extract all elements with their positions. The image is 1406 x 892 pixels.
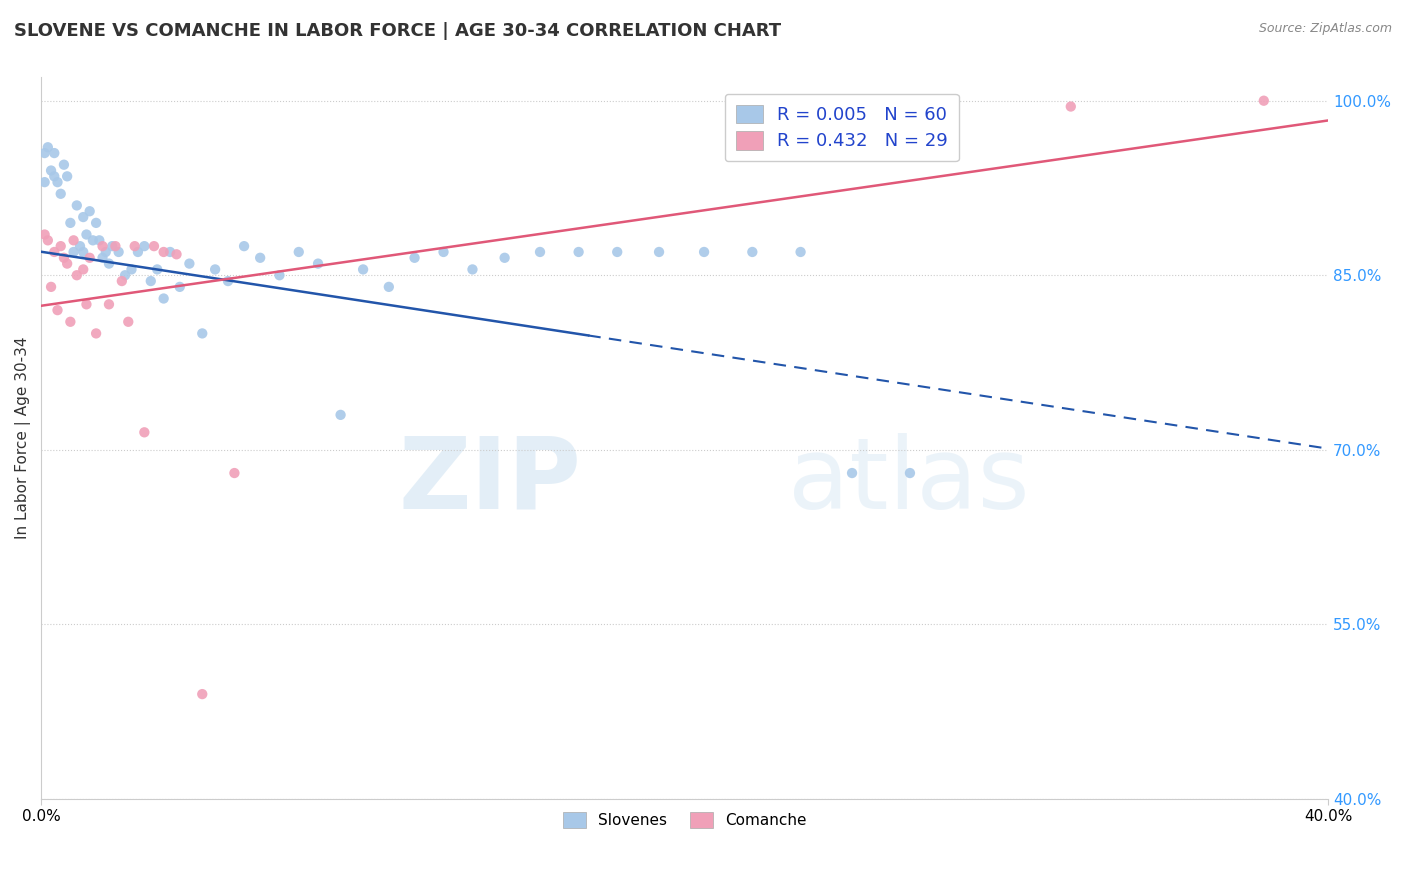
Point bbox=[117, 315, 139, 329]
Point bbox=[217, 274, 239, 288]
Point bbox=[44, 244, 66, 259]
Point bbox=[166, 247, 188, 261]
Point bbox=[693, 244, 716, 259]
Point bbox=[224, 466, 246, 480]
Point bbox=[34, 146, 56, 161]
Point bbox=[139, 274, 162, 288]
Point bbox=[75, 297, 97, 311]
Point bbox=[84, 326, 107, 341]
Point bbox=[127, 244, 149, 259]
Point bbox=[91, 251, 114, 265]
Point bbox=[841, 466, 863, 480]
Legend: Slovenes, Comanche: Slovenes, Comanche bbox=[557, 806, 813, 835]
Point bbox=[75, 227, 97, 242]
Point bbox=[44, 169, 66, 184]
Point bbox=[79, 204, 101, 219]
Point bbox=[146, 262, 169, 277]
Point bbox=[249, 251, 271, 265]
Point bbox=[62, 233, 84, 247]
Y-axis label: In Labor Force | Age 30-34: In Labor Force | Age 30-34 bbox=[15, 337, 31, 540]
Point bbox=[191, 687, 214, 701]
Point bbox=[329, 408, 352, 422]
Point bbox=[59, 216, 82, 230]
Point bbox=[34, 227, 56, 242]
Point bbox=[1253, 94, 1275, 108]
Point bbox=[72, 244, 94, 259]
Point bbox=[46, 303, 69, 318]
Point bbox=[49, 186, 72, 201]
Point bbox=[898, 466, 921, 480]
Point bbox=[98, 297, 121, 311]
Point bbox=[191, 326, 214, 341]
Point bbox=[66, 268, 89, 283]
Point bbox=[46, 175, 69, 189]
Point bbox=[606, 244, 628, 259]
Point bbox=[494, 251, 516, 265]
Point bbox=[56, 257, 79, 271]
Point bbox=[37, 233, 59, 247]
Point bbox=[378, 280, 401, 294]
Point bbox=[134, 425, 156, 440]
Point bbox=[432, 244, 454, 259]
Point bbox=[152, 244, 174, 259]
Point bbox=[101, 239, 124, 253]
Text: ZIP: ZIP bbox=[399, 433, 582, 530]
Text: Source: ZipAtlas.com: Source: ZipAtlas.com bbox=[1258, 22, 1392, 36]
Point bbox=[49, 239, 72, 253]
Point bbox=[104, 239, 127, 253]
Point bbox=[72, 262, 94, 277]
Point bbox=[56, 169, 79, 184]
Text: atlas: atlas bbox=[787, 433, 1029, 530]
Point bbox=[89, 233, 111, 247]
Point bbox=[233, 239, 256, 253]
Point bbox=[287, 244, 309, 259]
Point bbox=[114, 268, 136, 283]
Point bbox=[37, 140, 59, 154]
Point bbox=[59, 315, 82, 329]
Point bbox=[62, 244, 84, 259]
Point bbox=[404, 251, 426, 265]
Point bbox=[134, 239, 156, 253]
Point bbox=[66, 198, 89, 212]
Point bbox=[82, 233, 104, 247]
Point bbox=[159, 244, 181, 259]
Point bbox=[269, 268, 291, 283]
Point bbox=[72, 210, 94, 224]
Point bbox=[111, 274, 134, 288]
Point bbox=[91, 239, 114, 253]
Point bbox=[529, 244, 551, 259]
Point bbox=[34, 175, 56, 189]
Point bbox=[98, 257, 121, 271]
Point bbox=[741, 244, 763, 259]
Point bbox=[94, 244, 117, 259]
Point bbox=[39, 163, 62, 178]
Point bbox=[648, 244, 671, 259]
Point bbox=[124, 239, 146, 253]
Point bbox=[169, 280, 191, 294]
Point bbox=[39, 280, 62, 294]
Point bbox=[52, 158, 75, 172]
Text: SLOVENE VS COMANCHE IN LABOR FORCE | AGE 30-34 CORRELATION CHART: SLOVENE VS COMANCHE IN LABOR FORCE | AGE… bbox=[14, 22, 782, 40]
Point bbox=[143, 239, 166, 253]
Point bbox=[152, 292, 174, 306]
Point bbox=[121, 262, 143, 277]
Point bbox=[352, 262, 374, 277]
Point bbox=[44, 146, 66, 161]
Point bbox=[204, 262, 226, 277]
Point bbox=[461, 262, 484, 277]
Point bbox=[52, 251, 75, 265]
Point bbox=[789, 244, 811, 259]
Point bbox=[69, 239, 91, 253]
Point bbox=[179, 257, 201, 271]
Point bbox=[1060, 99, 1083, 113]
Point bbox=[107, 244, 129, 259]
Point bbox=[307, 257, 329, 271]
Point bbox=[84, 216, 107, 230]
Point bbox=[568, 244, 591, 259]
Point bbox=[79, 251, 101, 265]
